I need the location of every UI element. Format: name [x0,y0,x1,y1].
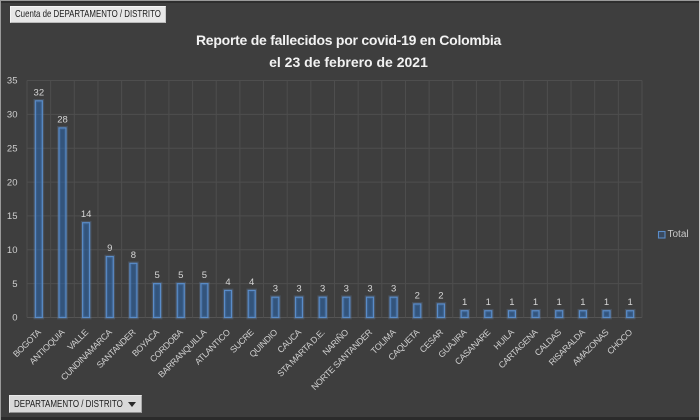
svg-text:1: 1 [462,297,467,308]
svg-text:5: 5 [12,279,17,290]
svg-text:CHOCO: CHOCO [605,327,634,356]
svg-text:3: 3 [296,284,301,295]
svg-text:1: 1 [486,297,491,308]
svg-text:5: 5 [154,270,159,281]
svg-text:25: 25 [7,143,18,154]
svg-text:1: 1 [509,297,514,308]
svg-text:20: 20 [7,177,18,188]
svg-text:5: 5 [178,270,183,281]
svg-text:1: 1 [557,297,562,308]
svg-text:4: 4 [225,277,230,288]
svg-text:4: 4 [249,277,254,288]
svg-text:1: 1 [533,297,538,308]
svg-text:5: 5 [202,270,207,281]
svg-text:0: 0 [12,313,17,324]
svg-text:30: 30 [7,110,18,121]
svg-text:8: 8 [131,250,136,261]
svg-text:10: 10 [7,245,18,256]
svg-text:3: 3 [320,284,325,295]
svg-text:3: 3 [367,284,372,295]
svg-text:32: 32 [34,87,45,98]
svg-text:1: 1 [628,297,633,308]
svg-text:3: 3 [391,284,396,295]
svg-text:14: 14 [81,209,92,220]
svg-text:1: 1 [580,297,585,308]
svg-text:3: 3 [344,284,349,295]
svg-text:2: 2 [415,291,420,302]
svg-text:15: 15 [7,211,18,222]
svg-text:9: 9 [107,243,112,254]
svg-text:Total: Total [668,229,689,240]
svg-text:1: 1 [604,297,609,308]
svg-text:28: 28 [57,114,68,125]
svg-text:2: 2 [438,291,443,302]
svg-text:35: 35 [7,76,18,87]
svg-text:3: 3 [273,284,278,295]
